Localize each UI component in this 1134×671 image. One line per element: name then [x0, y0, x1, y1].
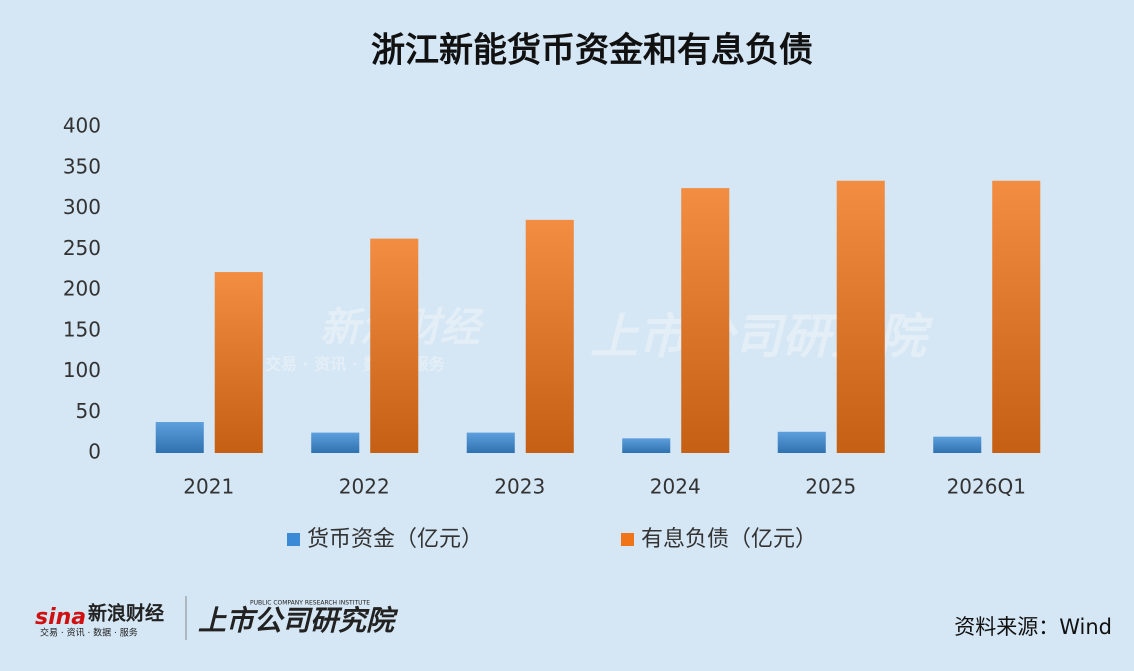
bar — [836, 180, 885, 454]
footer-brand: 新浪财经 — [88, 602, 164, 625]
source-note: 资料来源：Wind — [954, 615, 1112, 639]
bar — [681, 188, 730, 453]
x-tick-label: 2021 — [183, 475, 234, 499]
bar — [311, 432, 360, 453]
footer-institute-en: PUBLIC COMPANY RESEARCH INSTITUTE — [250, 600, 370, 607]
bar — [777, 431, 826, 453]
bar — [466, 432, 515, 453]
watermark-tagline: 交易 · 资讯 · 数据 · 服务 — [265, 355, 446, 374]
footer-tagline: 交易 · 资讯 · 数据 · 服务 — [40, 627, 138, 639]
y-tick-label: 50 — [76, 399, 101, 423]
bar — [992, 180, 1041, 454]
x-tick-label: 2024 — [650, 475, 701, 499]
bar — [155, 422, 204, 453]
legend-label: 货币资金（亿元） — [307, 527, 483, 552]
bar — [622, 438, 671, 453]
legend-swatch — [287, 533, 300, 546]
y-tick-label: 150 — [63, 317, 101, 341]
legend-label: 有息负债（亿元） — [641, 527, 817, 552]
y-tick-label: 0 — [88, 440, 101, 464]
y-tick-label: 200 — [63, 277, 101, 301]
y-tick-label: 400 — [63, 114, 101, 138]
legend-swatch — [621, 533, 634, 546]
y-tick-label: 350 — [63, 154, 101, 178]
x-tick-label: 2023 — [494, 475, 545, 499]
footer-institute: 上市公司研究院 — [198, 604, 399, 637]
chart-title: 浙江新能货币资金和有息负债 — [371, 31, 813, 71]
brand-logo: sina — [35, 605, 86, 630]
y-tick-label: 100 — [63, 358, 101, 382]
bar — [933, 436, 982, 453]
x-tick-label: 2022 — [339, 475, 390, 499]
watermark: 新浪财经 交易 · 资讯 · 数据 · 服务 上市公司研究院 — [265, 305, 934, 374]
bar — [370, 238, 419, 453]
x-tick-label: 2025 — [805, 475, 856, 499]
bar — [525, 219, 574, 453]
bar — [214, 272, 263, 453]
y-tick-label: 300 — [63, 195, 101, 219]
y-tick-label: 250 — [63, 236, 101, 260]
x-tick-label: 2026Q1 — [947, 475, 1026, 499]
footer: sina 新浪财经 交易 · 资讯 · 数据 · 服务 PUBLIC COMPA… — [35, 596, 1112, 640]
